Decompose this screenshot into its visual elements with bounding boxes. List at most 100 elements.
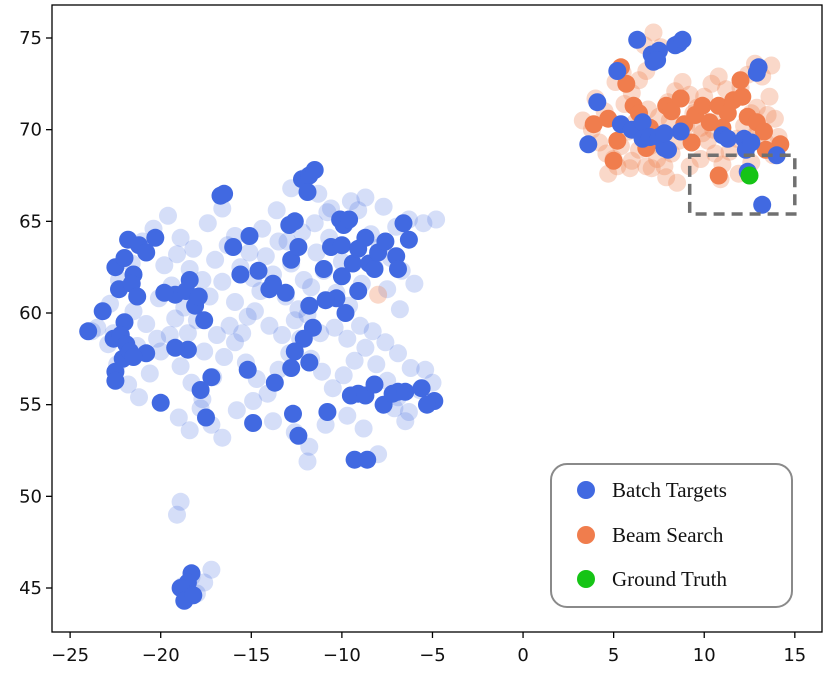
batch-target-point — [284, 404, 302, 423]
batch-target-point — [313, 362, 331, 381]
batch-target-point — [140, 364, 159, 383]
batch-target-point — [178, 324, 197, 343]
beam-search-point — [731, 71, 750, 90]
batch-target-point — [171, 357, 190, 376]
batch-target-point — [184, 586, 203, 605]
batch-target-point — [336, 304, 355, 322]
batch-target-point — [354, 419, 373, 438]
beam-search-point — [765, 109, 784, 128]
batch-target-point — [416, 360, 435, 379]
batch-target-point — [343, 254, 362, 273]
beam-search-point — [733, 87, 752, 106]
batch-target-point — [249, 261, 268, 280]
batch-target-point — [302, 278, 321, 297]
batch-target-point — [137, 243, 156, 262]
batch-target-point — [332, 267, 351, 286]
batch-target-point — [356, 228, 375, 247]
batch-target-point — [351, 316, 369, 335]
x-axis: −25 −20 −15 −10 −5 0 5 10 15 — [51, 632, 806, 666]
batch-target-point — [215, 348, 234, 366]
batch-target-point — [378, 280, 397, 299]
batch-target-point — [224, 238, 243, 256]
batch-target-point — [345, 351, 364, 370]
y-axis: 45 50 55 60 65 70 75 — [19, 28, 52, 599]
batch-target-point — [673, 30, 692, 49]
batch-target-point — [171, 492, 190, 511]
batch-target-point — [401, 359, 420, 377]
batch-target-point — [226, 333, 244, 352]
x-tick-label: −10 — [323, 645, 361, 666]
batch-target-point — [168, 245, 186, 264]
batch-target-point — [265, 373, 284, 392]
batch-target-point — [207, 326, 226, 344]
batch-target-point — [365, 375, 384, 394]
batch-target-point — [155, 256, 174, 275]
x-tick-label: −25 — [51, 645, 89, 666]
batch-target-point — [226, 293, 244, 311]
legend: Batch Targets Beam Search Ground Truth — [550, 463, 793, 608]
batch-target-point — [106, 371, 125, 390]
batch-target-point — [298, 183, 317, 201]
batch-target-point — [412, 379, 431, 398]
batch-target-point — [294, 271, 313, 289]
batch-target-point — [389, 260, 407, 278]
batch-target-point — [325, 318, 344, 337]
batch-target-point — [742, 133, 761, 152]
batch-target-point — [198, 214, 217, 233]
batch-target-point — [276, 283, 295, 302]
ground-truth-point — [740, 166, 759, 185]
batch-target-point — [159, 206, 177, 225]
batch-target-point — [579, 135, 598, 154]
batch-target-point — [169, 408, 188, 427]
beam-search-point — [662, 102, 681, 121]
batch-target-point — [180, 421, 199, 440]
batch-target-point — [376, 333, 395, 352]
batch-target-point — [231, 265, 250, 284]
batch-target-point — [628, 30, 647, 49]
batch-target-point — [323, 379, 342, 398]
batch-target-point — [588, 93, 607, 112]
batch-target-point — [294, 329, 313, 348]
batch-target-point — [341, 192, 360, 211]
x-tick-label: 0 — [517, 645, 528, 666]
x-tick-label: 5 — [608, 645, 619, 666]
batch-target-point — [155, 283, 174, 302]
batch-target-point — [213, 428, 232, 447]
batch-target-point — [318, 403, 337, 421]
beam-search-point — [709, 166, 728, 185]
batch-target-point — [137, 315, 156, 333]
batch-target-point — [345, 450, 364, 469]
batch-target-point — [671, 122, 690, 141]
batch-target-point — [191, 381, 210, 399]
beam-search-point — [617, 74, 636, 93]
batch-target-point — [282, 359, 301, 377]
batch-target-point — [213, 272, 232, 291]
batch-target-point — [358, 450, 377, 469]
beam-search-point — [682, 133, 701, 152]
batch-target-point — [245, 302, 264, 321]
batch-target-point — [244, 392, 263, 410]
batch-target-point — [206, 250, 225, 269]
batch-target-point — [300, 437, 319, 456]
batch-target-point — [180, 271, 199, 289]
beam-search-point — [693, 96, 712, 115]
beam-search-point — [698, 131, 717, 150]
batch-target-point — [151, 393, 170, 412]
batch-target-point — [238, 360, 257, 379]
batch-target-point — [394, 214, 413, 233]
beam-search-point — [671, 89, 690, 108]
batch-target-point — [130, 388, 148, 407]
batch-target-point — [332, 236, 351, 255]
batch-target-point — [367, 355, 386, 374]
legend-marker-ground-truth — [577, 570, 595, 588]
batch-target-point — [298, 452, 317, 471]
batch-target-point — [405, 274, 424, 293]
batch-target-point — [166, 309, 185, 328]
batch-target-point — [195, 342, 214, 361]
beam-search-point — [622, 151, 641, 170]
batch-target-point — [202, 368, 221, 387]
batch-target-point — [285, 311, 304, 330]
beam-search-point — [760, 87, 779, 106]
batch-target-point — [215, 184, 234, 203]
batch-target-point — [608, 62, 627, 80]
